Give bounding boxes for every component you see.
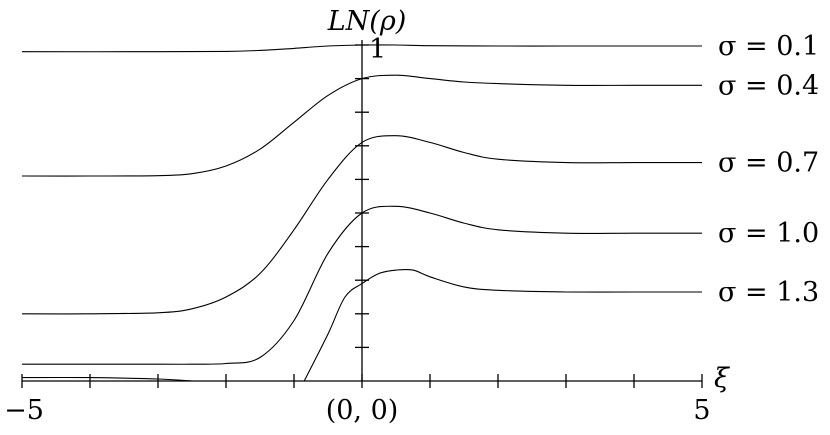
tick-labels-group: −5 (0, 0) 5 1 — [4, 34, 711, 426]
series-labels-group: σ = 0.1 σ = 0.4 σ = 0.7 σ = 1.0 σ = 1.3 — [718, 31, 819, 308]
series-line-4 — [303, 268, 702, 382]
series-line-5 — [21, 376, 193, 382]
x-axis-label: ξ — [714, 363, 730, 394]
series-line-3 — [22, 205, 702, 365]
y-tick-label: 1 — [369, 34, 386, 65]
series-label-0: σ = 0.1 — [718, 31, 819, 62]
x-tick-label: −5 — [4, 395, 44, 426]
series-label-4: σ = 1.3 — [718, 277, 819, 308]
series-line-2 — [21, 135, 702, 315]
series-label-3: σ = 1.0 — [718, 218, 819, 249]
y-axis-label: LN(ρ) — [327, 6, 407, 37]
y-ticks-group — [355, 44, 369, 349]
curves-group — [21, 44, 702, 382]
x-tick-label: 5 — [693, 395, 710, 426]
x-ticks-group — [21, 374, 703, 388]
series-label-1: σ = 0.4 — [718, 70, 819, 101]
x-tick-label: (0, 0) — [326, 395, 399, 426]
series-line-1 — [21, 74, 702, 177]
series-label-2: σ = 0.7 — [718, 148, 819, 179]
